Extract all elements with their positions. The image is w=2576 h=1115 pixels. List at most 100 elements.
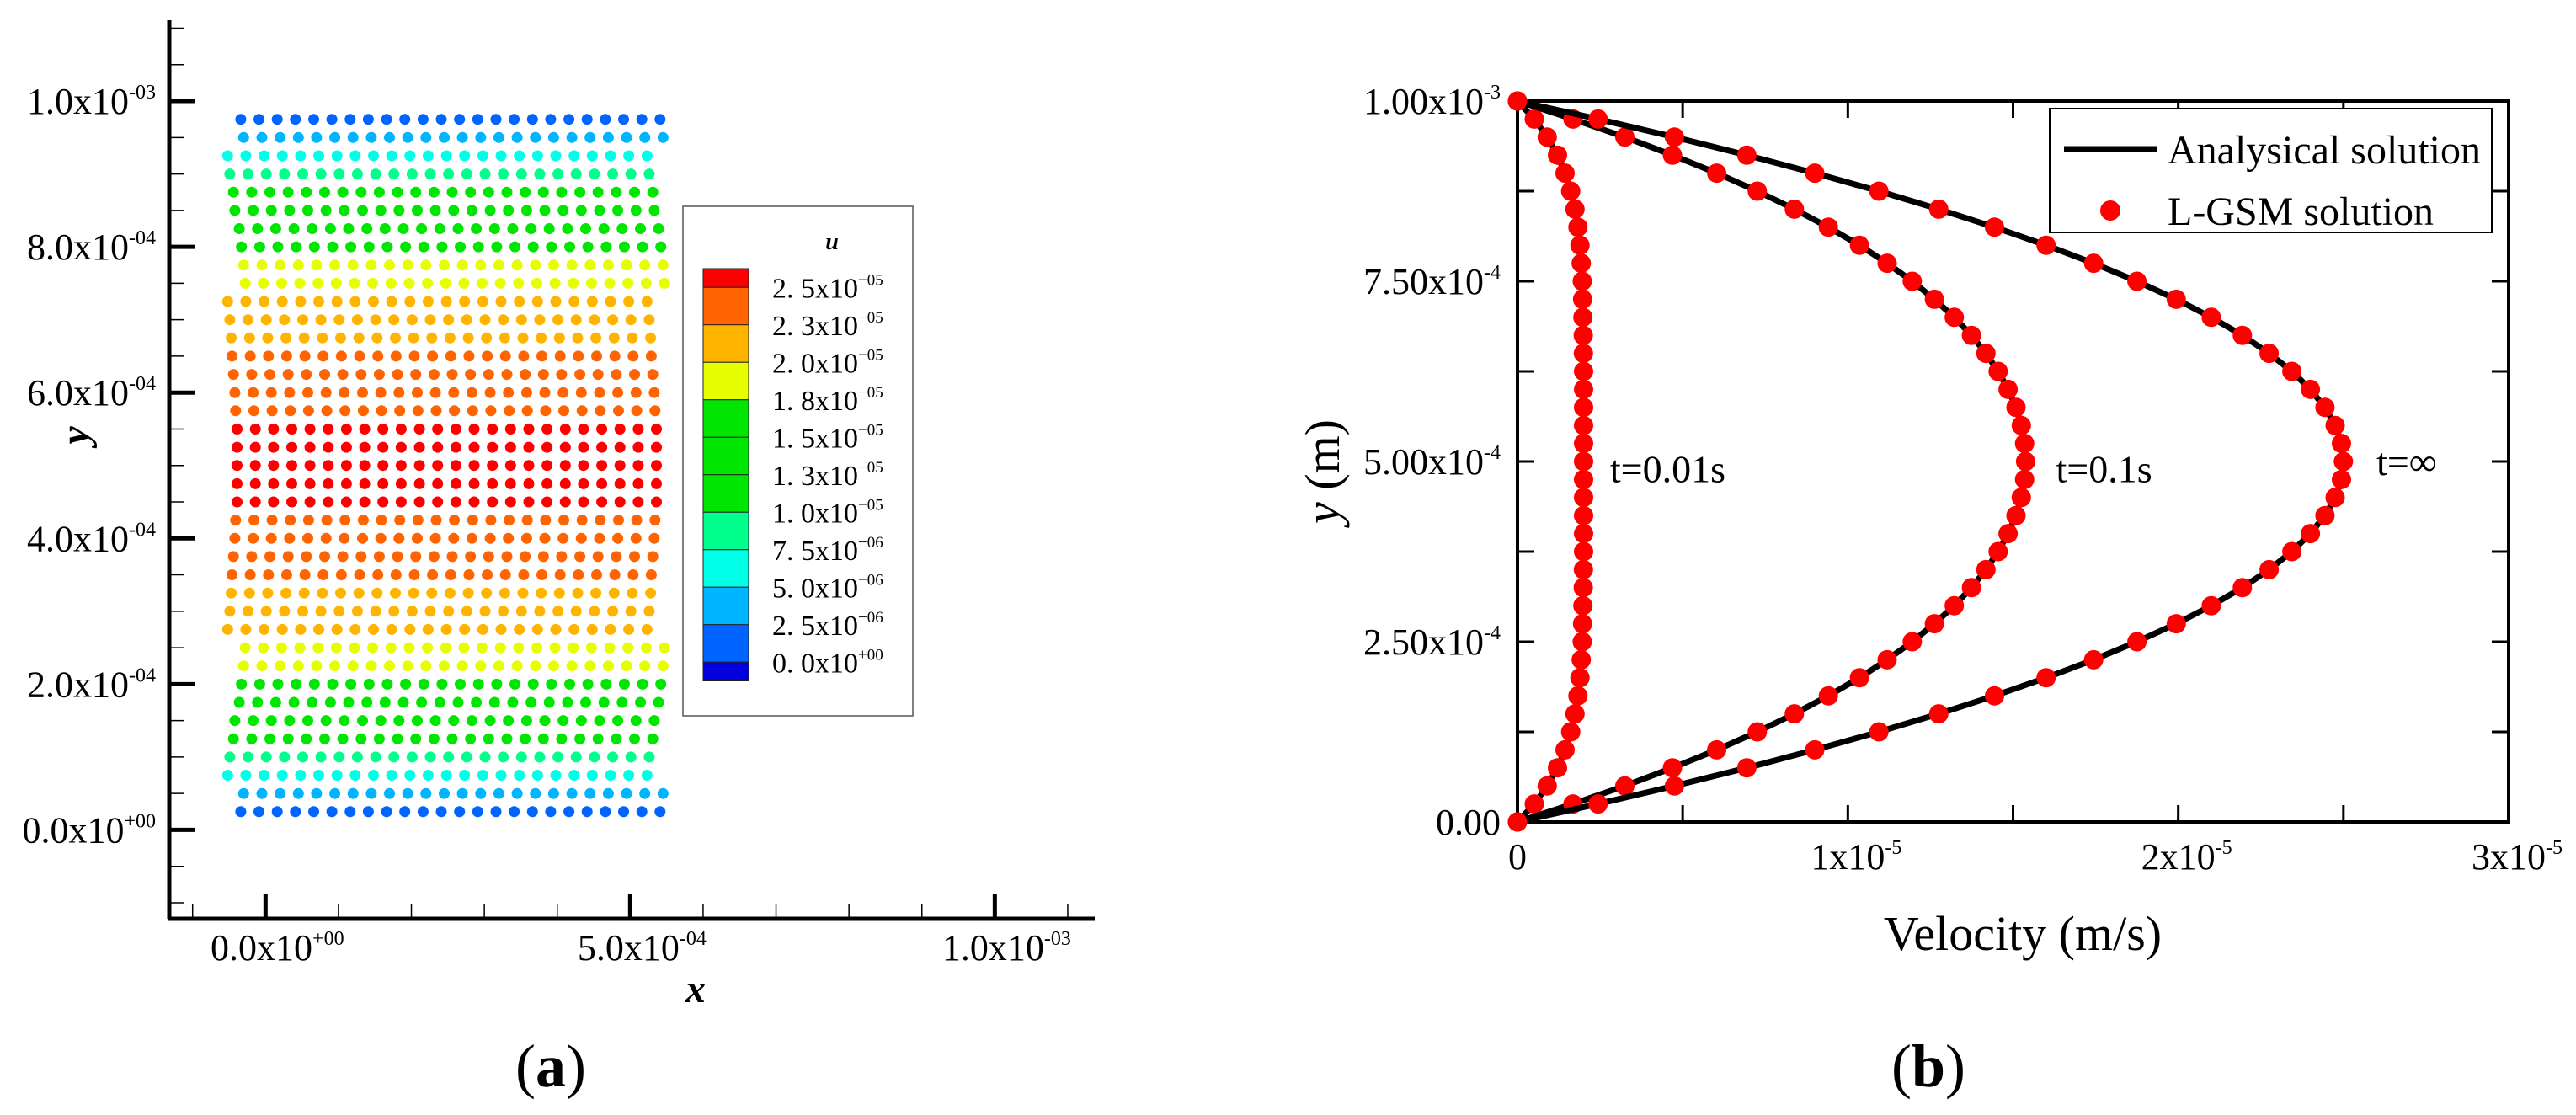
x-tick-label-exponent: -5 (2216, 837, 2232, 859)
particle-point (572, 332, 584, 344)
y-tick-label: 4.0x10-04 (27, 518, 156, 559)
particle-point (456, 660, 468, 672)
lgsm-marker (1662, 758, 1683, 778)
particle-point (550, 623, 562, 635)
particle-point (443, 606, 455, 617)
particle-point (347, 131, 359, 143)
particle-point (340, 424, 352, 435)
particle-point (641, 150, 653, 162)
particle-point (483, 369, 494, 381)
particle-point (622, 642, 634, 654)
particle-point (333, 751, 345, 763)
legend-level-label-exponent: −06 (858, 534, 883, 552)
y-tick-label: 1.00x10-3 (1363, 81, 1501, 122)
particle-point (363, 678, 375, 690)
particle-point (558, 515, 569, 526)
particle-point (570, 606, 582, 617)
legend: Analysical solution L-GSM solution (2049, 108, 2493, 234)
particle-point (268, 460, 280, 472)
particle-point (394, 515, 406, 526)
particle-point (503, 387, 515, 398)
particle-point (631, 405, 643, 417)
particle-point (445, 350, 456, 362)
particle-point (647, 551, 659, 563)
particle-point (504, 496, 516, 508)
particle-point (227, 569, 237, 580)
particle-point (618, 678, 630, 690)
particle-point (605, 296, 616, 307)
particle-point (616, 696, 628, 708)
y-tick-label-base: 2.50x10 (1363, 622, 1484, 663)
particle-point (498, 606, 509, 617)
y-tick-label-exponent: -03 (129, 82, 156, 104)
particle-point (232, 477, 243, 489)
particle-point (344, 114, 356, 125)
particle-point (514, 623, 525, 635)
particle-point (536, 569, 547, 580)
particle-point (536, 332, 547, 344)
particle-point (239, 277, 251, 289)
particle-point (501, 551, 513, 563)
particle-point (520, 532, 532, 544)
particle-point (632, 496, 644, 508)
particle-point (541, 441, 553, 453)
particle-point (256, 787, 268, 799)
particle-point (302, 515, 314, 526)
particle-point (286, 441, 297, 453)
particle-point (279, 751, 291, 763)
y-axis-title-unit: (m) (1295, 419, 1350, 502)
particle-point (468, 496, 480, 508)
particle-point (461, 168, 472, 180)
legend-color-swatch (702, 586, 749, 626)
curve-annotation: t=0.01s (1610, 448, 1725, 491)
particle-point (450, 477, 461, 489)
particle-point (611, 186, 622, 198)
particle-point (337, 369, 349, 381)
particle-point (326, 806, 338, 818)
particle-point (456, 787, 468, 799)
particle-point (349, 642, 360, 654)
particle-point (596, 460, 608, 472)
particle-point (424, 606, 436, 617)
particle-point (376, 405, 387, 417)
particle-point (568, 623, 580, 635)
y-tick-label: 2.50x10-4 (1363, 622, 1501, 663)
lgsm-marker (1537, 776, 1557, 796)
legend-level-label-base: 1. 8x10 (772, 386, 858, 417)
lgsm-marker (2315, 505, 2335, 525)
particle-point (361, 223, 373, 234)
particle-point (621, 259, 632, 271)
lgsm-marker (1784, 704, 1805, 724)
particle-point (430, 515, 442, 526)
particle-point (240, 770, 252, 781)
particle-point (511, 259, 523, 271)
particle-point (265, 205, 277, 216)
legend-level-label-base: 1. 3x10 (772, 461, 858, 492)
particle-point (395, 496, 407, 508)
particle-point (392, 551, 403, 563)
particle-point (343, 223, 355, 234)
y-tick-label-base: 6.0x10 (27, 372, 129, 413)
lgsm-marker (2015, 451, 2035, 472)
particle-point (568, 277, 579, 289)
particle-point (331, 623, 343, 635)
lgsm-marker (2127, 271, 2147, 291)
particle-point (623, 150, 635, 162)
particle-point (648, 532, 660, 544)
particle-point (504, 477, 516, 489)
particle-point (321, 515, 333, 526)
particle-point (229, 532, 241, 544)
y-tick-label-base: 7.50x10 (1363, 261, 1484, 302)
particle-point (365, 131, 377, 143)
particle-point (602, 787, 614, 799)
particle-point (616, 223, 628, 234)
particle-point (313, 623, 324, 635)
particle-point (462, 587, 474, 599)
particle-point (445, 569, 456, 580)
particle-point (279, 168, 291, 180)
particle-point (499, 350, 511, 362)
particle-point (547, 259, 559, 271)
particle-point (475, 660, 487, 672)
particle-point (329, 660, 341, 672)
lgsm-marker (1664, 127, 1684, 147)
